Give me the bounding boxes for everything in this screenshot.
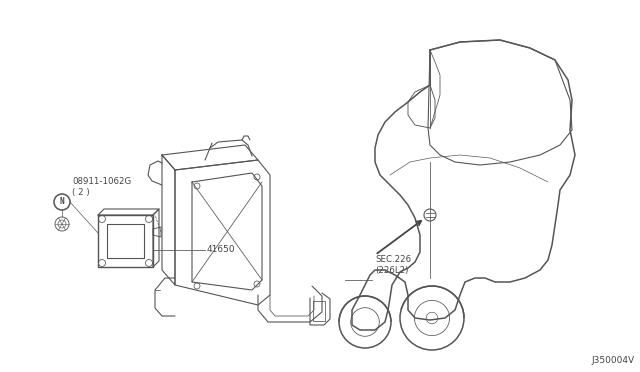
Text: SEC.226
(226L2): SEC.226 (226L2)	[375, 255, 411, 275]
Text: J350004V: J350004V	[592, 356, 635, 365]
Text: N: N	[60, 198, 64, 206]
Text: 41650: 41650	[207, 246, 236, 254]
Text: 08911-1062G
( 2 ): 08911-1062G ( 2 )	[72, 177, 131, 197]
